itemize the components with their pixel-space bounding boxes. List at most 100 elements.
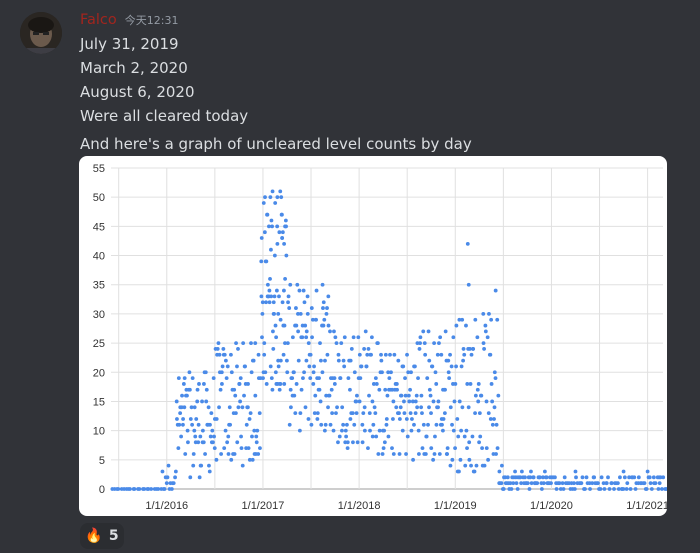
username[interactable]: Falco [80,12,117,28]
data-point [435,352,440,357]
data-point [226,452,231,456]
data-point [368,428,372,433]
data-point [467,457,472,462]
data-point [441,417,446,421]
data-point [481,341,486,345]
data-point [429,411,433,416]
data-point [239,434,243,439]
data-point [336,440,340,445]
data-point [587,481,592,486]
data-point [471,347,476,351]
x-tick-label: 1/1/2019 [434,500,477,512]
data-point [206,405,211,410]
data-point [269,294,274,299]
data-point [328,329,332,334]
data-point [649,487,654,491]
data-point [574,475,578,480]
data-point [657,475,662,480]
message-line: July 31, 2019 [80,35,179,53]
data-point [360,422,365,427]
data-point [386,370,391,375]
data-point [176,446,181,451]
data-point [325,352,330,357]
data-point [240,463,245,468]
data-point [473,317,478,322]
data-point [236,405,241,410]
data-point [354,399,359,404]
data-point [277,294,281,299]
data-point [325,306,329,310]
data-point [301,288,306,293]
data-point [259,294,264,299]
data-point [372,405,377,410]
data-point [301,376,305,381]
data-point [403,393,408,398]
data-point [298,312,303,316]
data-point [657,481,662,486]
avatar[interactable] [20,12,62,54]
data-point [332,329,336,334]
data-point [182,405,187,410]
data-point [350,411,355,416]
data-point [474,463,479,468]
data-point [391,452,396,456]
data-point [402,411,407,416]
data-point [319,358,323,363]
data-point [263,370,268,375]
data-point [303,323,308,328]
data-point [406,393,411,398]
data-point [381,446,386,451]
data-point [642,481,647,486]
data-point [276,358,281,363]
data-point [429,446,434,451]
data-point [149,487,154,491]
y-tick-label: 25 [93,338,105,350]
data-point [437,452,442,456]
data-point [277,230,282,235]
data-point [436,405,440,410]
data-point [262,352,267,357]
data-point [609,481,614,486]
data-point [421,329,426,334]
message-line: And here's a graph of uncleared level co… [80,135,472,153]
data-point [274,335,279,340]
data-point [321,306,325,310]
reaction-fire[interactable]: 🔥 5 [80,523,124,549]
data-point [394,405,399,410]
data-point [292,370,296,375]
data-point [500,463,504,468]
data-point [326,405,330,410]
data-point [166,463,171,468]
data-point [375,341,380,345]
data-point [434,422,439,427]
timestamp[interactable]: 今天12:31 [124,14,179,27]
data-point [160,469,165,474]
data-point [519,481,524,486]
chart-attachment[interactable]: 0 5 10 15 20 25 30 35 40 45 50 55 1/1/2016 1/1/2017 1… [79,156,667,516]
data-point [331,428,336,433]
data-point [458,457,463,462]
data-point [327,393,332,398]
data-point [409,428,414,433]
data-point [243,364,247,369]
data-point [599,475,604,480]
data-point [219,370,224,375]
data-point [371,382,376,386]
data-point [539,487,544,491]
data-point [217,405,221,410]
data-point [560,481,565,486]
data-point [349,347,354,351]
data-point [278,189,283,194]
data-point [561,487,566,491]
data-point [473,393,478,398]
data-point [225,440,230,445]
data-point [382,440,387,445]
data-point [427,358,432,363]
data-point [489,382,494,386]
data-point [321,323,326,328]
data-point [222,352,227,357]
data-point [284,358,289,363]
data-point [431,457,436,462]
data-point [398,405,403,410]
data-point [128,487,132,491]
